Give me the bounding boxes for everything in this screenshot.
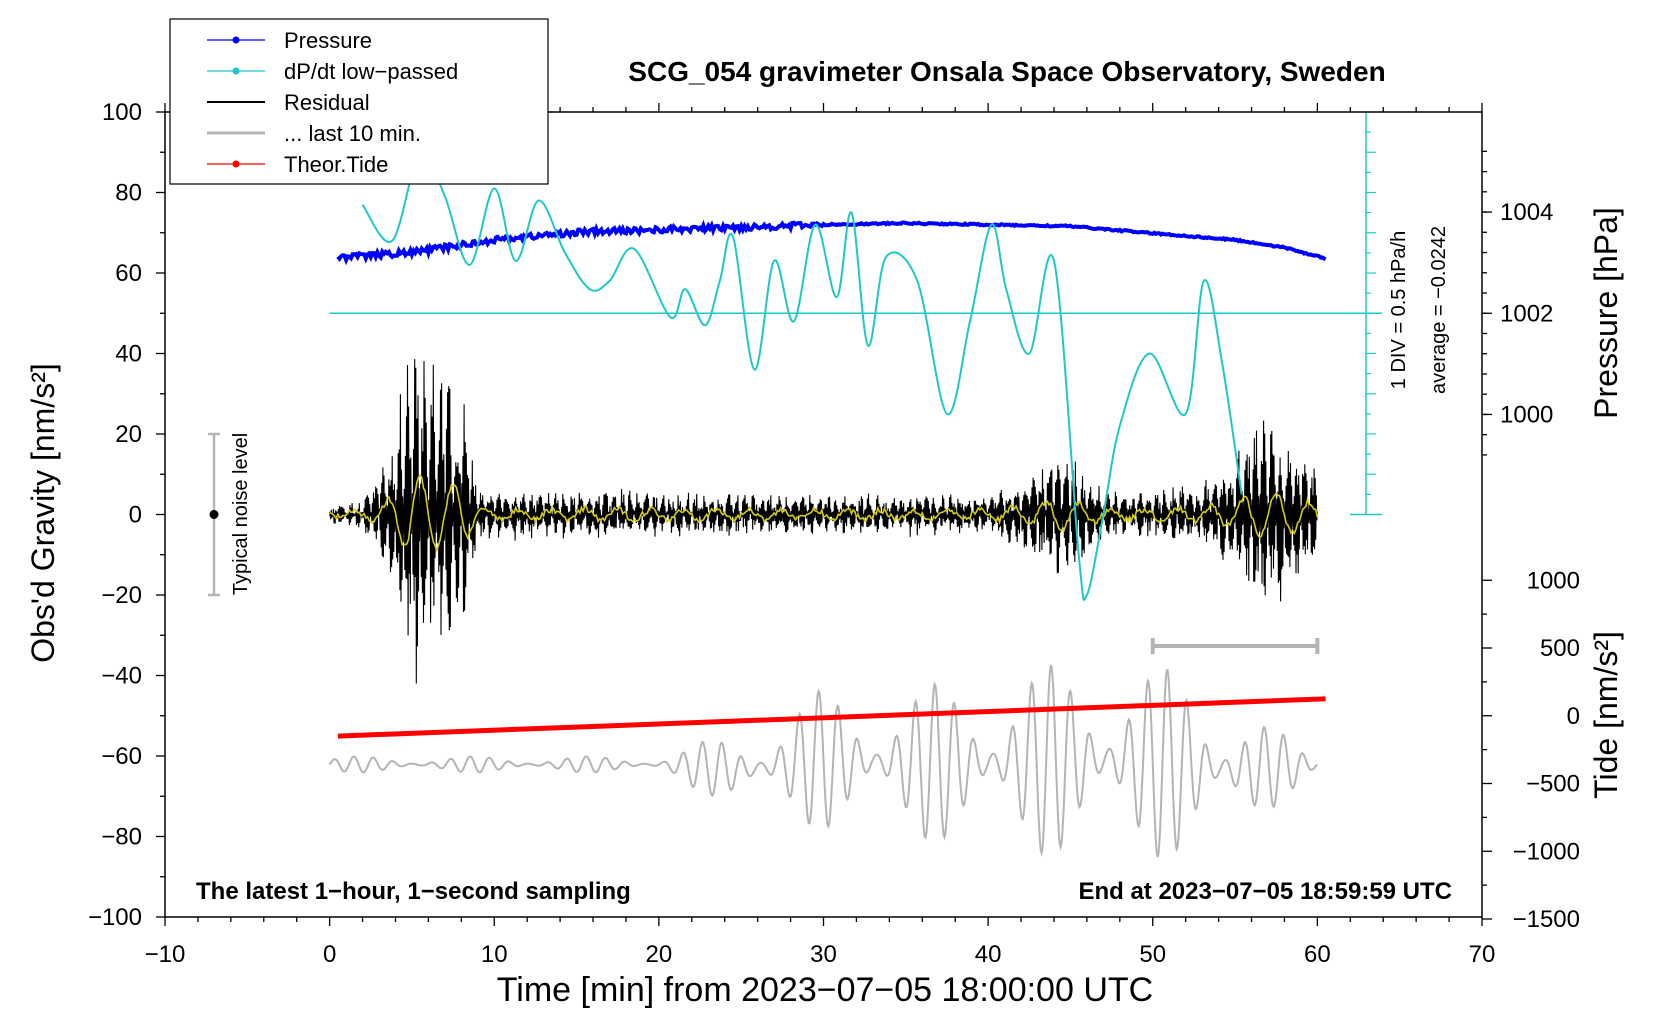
- x-tick-label: −10: [145, 941, 186, 968]
- y-tick-label: 0: [129, 502, 142, 529]
- y-axis-label-pressure: Pressure [hPa]: [1588, 207, 1624, 419]
- residual-smoothed-line: [329, 473, 1319, 553]
- last-10-min-series: [328, 638, 1320, 858]
- legend-entry-dpdt: dP/dt low−passed: [207, 59, 458, 84]
- dpdt-line: [361, 150, 1243, 601]
- legend-label-last10: ... last 10 min.: [284, 121, 421, 146]
- legend-dot-dpdt: [232, 67, 240, 75]
- legend-entry-last10: ... last 10 min.: [207, 121, 421, 146]
- noise-level-dot: [209, 510, 219, 519]
- y-axis-label-left: Obs'd Gravity [nm/s²]: [25, 363, 61, 663]
- x-axis-label: Time [min] from 2023−07−05 18:00:00 UTC: [497, 971, 1153, 1009]
- plot-decorations: [208, 432, 220, 597]
- x-tick-label: 70: [1469, 941, 1496, 968]
- tide-tick-label: 0: [1567, 703, 1580, 730]
- tide-tick-label: −1000: [1513, 838, 1580, 865]
- y-tick-label: 40: [115, 341, 142, 368]
- pressure-tick-label: 1004: [1500, 199, 1553, 226]
- tide-tick-label: −500: [1526, 771, 1580, 798]
- legend-dot-tide: [232, 160, 240, 168]
- x-tick-label: 20: [646, 941, 673, 968]
- x-tick-label: 0: [323, 941, 336, 968]
- y-tick-label: 100: [102, 99, 142, 126]
- tide-tick-label: 500: [1540, 635, 1580, 662]
- y-tick-label: −100: [88, 904, 142, 931]
- last-10-min-line: [328, 664, 1319, 858]
- residual-series: [329, 359, 1319, 684]
- tide-tick-label: −1500: [1513, 906, 1580, 933]
- legend-entry-tide: Theor.Tide: [207, 152, 388, 177]
- x-tick-label: 30: [810, 941, 837, 968]
- x-tick-label: 60: [1304, 941, 1331, 968]
- dpdt-series: [329, 112, 1382, 601]
- legend-label-dpdt: dP/dt low−passed: [284, 59, 458, 84]
- theor-tide-line: [337, 696, 1326, 739]
- pressure-tick-label: 1000: [1500, 401, 1553, 428]
- x-tick-label: 40: [975, 941, 1002, 968]
- legend-entry-residual: Residual: [207, 90, 370, 115]
- legend: Pressure dP/dt low−passed Residual ... l…: [169, 18, 549, 185]
- div-label: 1 DIV = 0.5 hPa/h: [1388, 231, 1410, 389]
- theor-tide-series: [337, 696, 1326, 739]
- pressure-line: [336, 219, 1327, 266]
- x-tick-label: 50: [1139, 941, 1166, 968]
- average-label: average = −0.0242: [1428, 226, 1450, 394]
- chart-title: SCG_054 gravimeter Onsala Space Observat…: [628, 56, 1385, 87]
- y-axis-label-tide: Tide [nm/s²]: [1588, 631, 1624, 799]
- y-tick-label: −40: [101, 663, 142, 690]
- y-tick-label: 20: [115, 421, 142, 448]
- legend-label-tide: Theor.Tide: [284, 152, 388, 177]
- tide-tick-label: 1000: [1527, 567, 1580, 594]
- pressure-tick-label: 1002: [1500, 300, 1553, 327]
- x-tick-label: 10: [481, 941, 508, 968]
- pressure-series: [336, 219, 1327, 266]
- y-tick-label: 80: [115, 180, 142, 207]
- legend-dot-pressure: [232, 36, 240, 44]
- axes: −10 0 10 20 30 40 50 60 70100806040200−20−40−60−…: [88, 99, 1580, 968]
- legend-entry-pressure: Pressure: [207, 28, 372, 53]
- y-tick-label: −80: [101, 824, 142, 851]
- noise-level-label: Typical noise level: [230, 433, 252, 595]
- legend-label-residual: Residual: [284, 90, 370, 115]
- y-tick-label: −60: [101, 743, 142, 770]
- y-tick-label: 60: [115, 260, 142, 287]
- y-tick-label: −20: [101, 582, 142, 609]
- bottom-right-note: End at 2023−07−05 18:59:59 UTC: [1078, 878, 1452, 905]
- legend-label-pressure: Pressure: [284, 28, 372, 53]
- bottom-left-note: The latest 1−hour, 1−second sampling: [196, 878, 631, 905]
